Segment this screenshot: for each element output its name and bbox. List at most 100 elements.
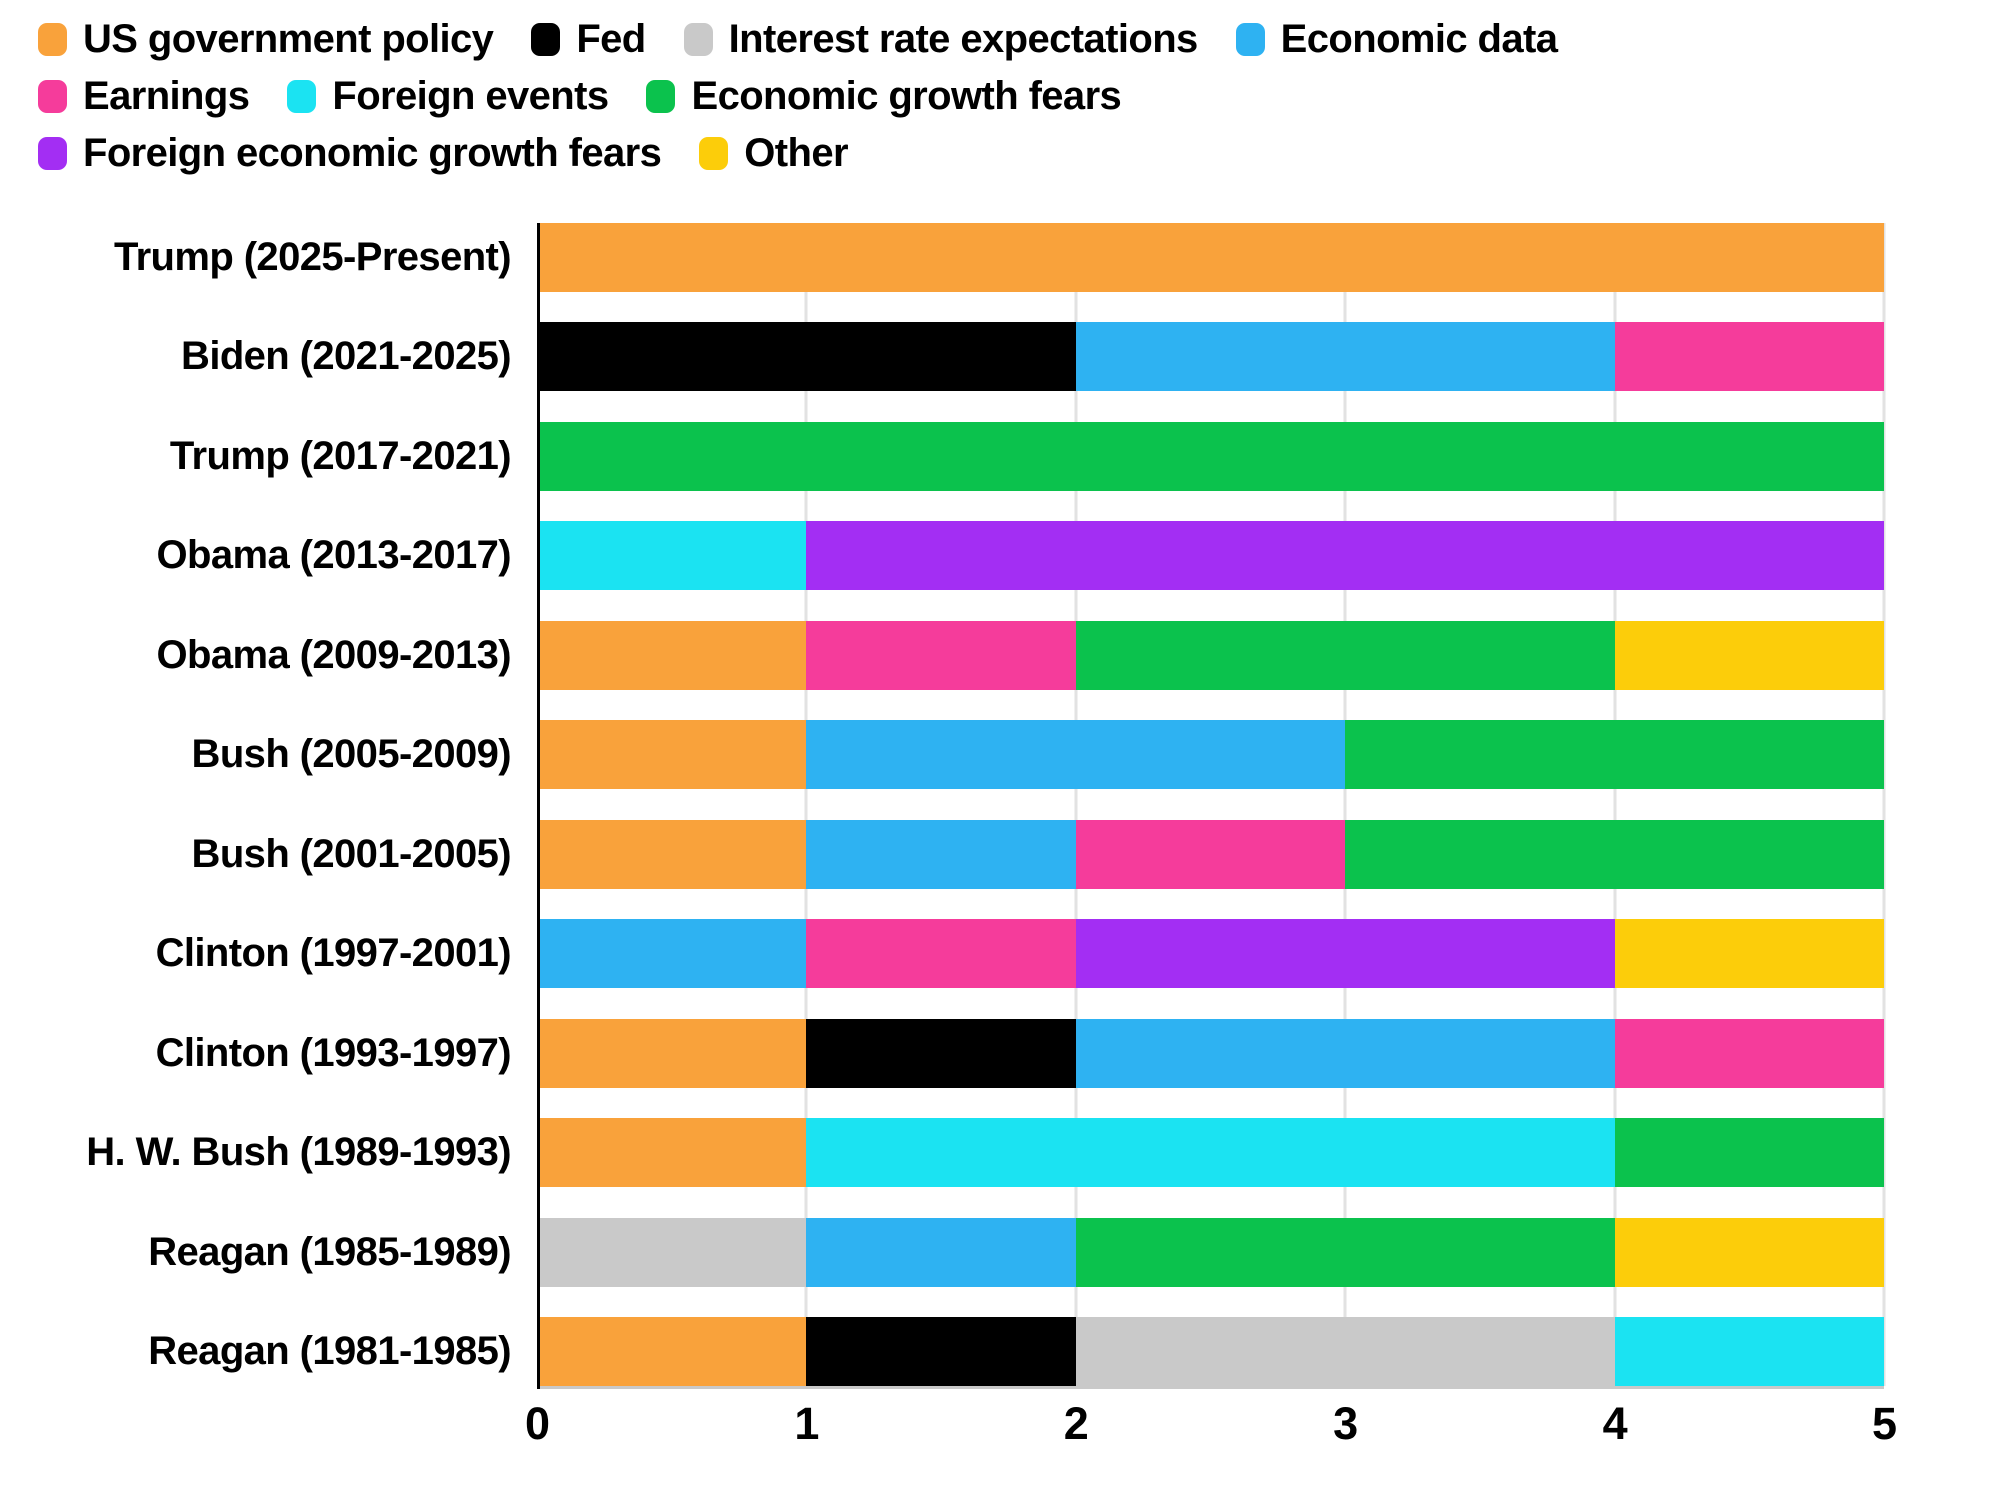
legend-item-other: Other <box>699 130 849 176</box>
bar-row-obama-2009-2013 <box>537 620 1884 690</box>
bar-segment-us-government-policy <box>537 620 807 690</box>
legend-swatch-icon <box>531 22 561 56</box>
bar-segment-economic-growth-fears <box>1614 1118 1884 1188</box>
y-axis-label-bush-2005-2009: Bush (2005-2009) <box>191 732 512 777</box>
bar-segment-economic-data <box>537 919 807 989</box>
x-axis-tick-5: 5 <box>1871 1398 1897 1449</box>
bar-segment-economic-growth-fears <box>1075 1217 1615 1287</box>
bar-segment-other <box>1614 1217 1884 1287</box>
legend-label: Earnings <box>83 73 250 118</box>
bar-segment-earnings <box>1614 322 1884 392</box>
bar-segment-fed <box>806 1018 1076 1088</box>
legend-item-fed: Fed <box>531 16 646 62</box>
bar-segment-economic-data <box>1075 322 1615 392</box>
bar-segment-economic-data <box>806 819 1076 889</box>
bar-segment-fed <box>806 1316 1076 1386</box>
y-axis-label-h-w-bush-1989-1993: H. W. Bush (1989-1993) <box>86 1130 511 1175</box>
y-axis-line <box>537 223 540 1389</box>
bar-segment-other <box>1614 919 1884 989</box>
legend-label: Economic growth fears <box>691 73 1122 118</box>
bar-row-biden-2021-2025 <box>537 322 1884 392</box>
legend-label: Other <box>744 130 848 175</box>
legend-row: Foreign economic growth fears Other <box>38 130 1557 176</box>
gridline-x-1 <box>804 223 808 1386</box>
legend-swatch-icon <box>287 79 317 113</box>
bar-row-bush-2001-2005 <box>537 819 1884 889</box>
legend-swatch-icon <box>38 22 67 56</box>
bar-segment-us-government-policy <box>537 720 807 790</box>
y-axis-label-clinton-1997-2001: Clinton (1997-2001) <box>155 931 512 976</box>
bar-segment-economic-growth-fears <box>1345 819 1884 889</box>
bar-segment-economic-growth-fears <box>537 421 1884 491</box>
legend-item-economic-data: Economic data <box>1235 16 1558 62</box>
legend-label: Interest rate expectations <box>728 16 1199 61</box>
legend-swatch-icon <box>1235 22 1265 56</box>
legend-item-economic-growth-fears: Economic growth fears <box>646 73 1122 119</box>
legend-swatch-icon <box>683 22 713 56</box>
legend-item-interest-rate-expectations: Interest rate expectations <box>683 16 1199 62</box>
y-axis-label-reagan-1985-1989: Reagan (1985-1989) <box>148 1229 511 1274</box>
legend-swatch-icon <box>38 136 67 170</box>
x-axis-tick-3: 3 <box>1333 1398 1358 1449</box>
legend-label: Foreign events <box>332 73 609 118</box>
x-axis-baseline <box>537 1386 1884 1389</box>
bar-segment-foreign-events <box>537 521 807 591</box>
legend-label: Economic data <box>1280 16 1558 61</box>
bar-segment-us-government-policy <box>537 1118 807 1188</box>
bar-row-trump-2025-present <box>537 223 1884 292</box>
bar-row-clinton-1997-2001 <box>537 919 1884 989</box>
gridline-x-3 <box>1343 223 1347 1386</box>
legend-label: US government policy <box>83 16 494 61</box>
legend-item-us-government-policy: US government policy <box>38 16 494 62</box>
bar-segment-economic-data <box>806 720 1346 790</box>
bar-segment-interest-rate-expectations <box>537 1217 807 1287</box>
y-axis-label-bush-2001-2005: Bush (2001-2005) <box>191 831 512 876</box>
bar-row-reagan-1985-1989 <box>537 1217 1884 1287</box>
legend-label: Fed <box>576 16 646 61</box>
bar-segment-earnings <box>1075 819 1346 889</box>
bar-row-obama-2013-2017 <box>537 521 1884 591</box>
bar-row-trump-2017-2021 <box>537 421 1884 491</box>
y-axis-label-trump-2017-2021: Trump (2017-2021) <box>169 433 512 478</box>
y-axis-label-biden-2021-2025: Biden (2021-2025) <box>181 334 512 379</box>
bar-segment-other <box>1614 620 1884 690</box>
bar-segment-earnings <box>806 919 1076 989</box>
bar-segment-foreign-economic-growth-fears <box>1075 919 1615 989</box>
legend-swatch-icon <box>699 136 729 170</box>
legend-swatch-icon <box>38 79 67 113</box>
bar-segment-fed <box>537 322 1076 392</box>
bar-segment-us-government-policy <box>537 223 1884 292</box>
y-axis-label-trump-2025-present: Trump (2025-Present) <box>113 235 512 279</box>
legend-label: Foreign economic growth fears <box>83 130 662 175</box>
y-axis-label-obama-2009-2013: Obama (2009-2013) <box>156 632 512 677</box>
bar-segment-interest-rate-expectations <box>1075 1316 1615 1386</box>
bar-segment-earnings <box>1614 1018 1884 1088</box>
x-axis-tick-1: 1 <box>794 1398 819 1449</box>
legend-row: Earnings Foreign events Economic growth fe… <box>38 73 1557 119</box>
x-axis: 0 1 2 3 4 5 <box>525 1398 1897 1458</box>
legend-row: US government policy Fed Interest rate exp… <box>38 16 1558 62</box>
x-axis-tick-2: 2 <box>1063 1398 1089 1449</box>
gridline-x-4 <box>1613 223 1617 1386</box>
bar-row-h-w-bush-1989-1993 <box>537 1118 1884 1188</box>
bar-segment-earnings <box>806 620 1076 690</box>
legend-item-foreign-events: Foreign events <box>287 73 609 119</box>
bar-segment-foreign-events <box>1614 1316 1884 1386</box>
gridline-x-2 <box>1074 223 1078 1386</box>
bar-segment-economic-data <box>1075 1018 1615 1088</box>
y-axis-label-reagan-1981-1985: Reagan (1981-1985) <box>148 1328 511 1373</box>
bar-row-bush-2005-2009 <box>537 720 1884 790</box>
gridline-x-5 <box>1882 223 1886 1386</box>
bar-row-reagan-1981-1985 <box>537 1316 1884 1386</box>
chart-legend: US government policy Fed Interest rate exp… <box>38 16 1558 176</box>
bar-segment-us-government-policy <box>537 1316 807 1386</box>
bar-segment-economic-growth-fears <box>1345 720 1884 790</box>
bar-segment-foreign-events <box>806 1118 1615 1188</box>
bar-segment-foreign-economic-growth-fears <box>806 521 1884 591</box>
plot-area <box>537 223 1886 1389</box>
bar-segment-economic-growth-fears <box>1075 620 1615 690</box>
x-axis-tick-4: 4 <box>1602 1398 1628 1449</box>
bar-segment-us-government-policy <box>537 1018 807 1088</box>
x-axis-tick-0: 0 <box>524 1398 550 1449</box>
y-axis-label-clinton-1993-1997: Clinton (1993-1997) <box>155 1030 512 1075</box>
